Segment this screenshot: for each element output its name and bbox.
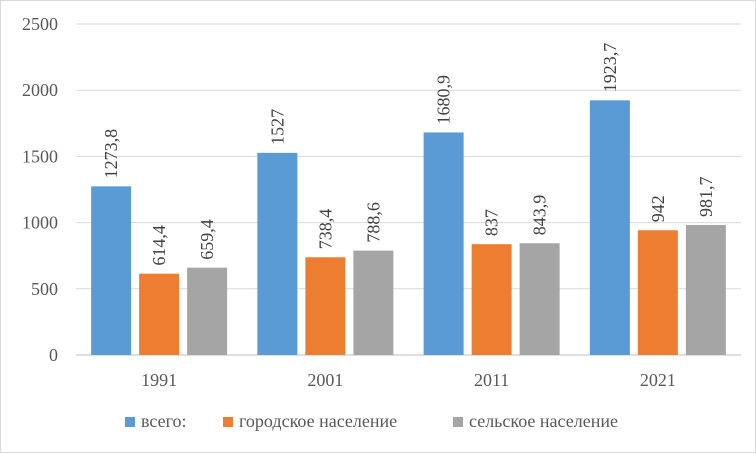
y-tick-label: 2000 bbox=[22, 80, 58, 100]
legend-swatch-1 bbox=[223, 417, 233, 427]
data-label: 738,4 bbox=[315, 209, 335, 250]
y-tick-label: 2500 bbox=[22, 14, 58, 34]
bar-2011-series-2 bbox=[519, 243, 560, 355]
data-label: 843,9 bbox=[530, 195, 550, 236]
data-label: 614,4 bbox=[149, 225, 169, 266]
bar-2001-series-1 bbox=[305, 257, 346, 355]
y-tick-label: 500 bbox=[31, 279, 58, 299]
bar-2001-series-2 bbox=[353, 250, 394, 355]
legend: всего: городское население сельское населе… bbox=[125, 411, 618, 431]
data-label: 788,6 bbox=[363, 202, 383, 243]
data-label: 1923,7 bbox=[600, 43, 620, 93]
legend-swatch-2 bbox=[453, 417, 463, 427]
bar-1991-series-2 bbox=[187, 267, 228, 355]
gridlines bbox=[76, 23, 741, 356]
legend-label: городское население bbox=[239, 411, 397, 431]
data-label: 1527 bbox=[267, 109, 287, 145]
y-axis-ticks: 0 500 1000 1500 2000 2500 bbox=[22, 14, 58, 365]
data-labels: 1273,8 614,4 659,4 1527 738,4 788,6 1680,9 837 8… bbox=[101, 43, 716, 266]
x-tick-label: 1991 bbox=[141, 370, 177, 390]
bar-2021-series-2 bbox=[685, 225, 726, 355]
bars bbox=[91, 100, 726, 355]
data-label: 1680,9 bbox=[434, 75, 454, 125]
bar-2011-series-1 bbox=[471, 244, 512, 355]
bar-2011-series-0 bbox=[423, 132, 464, 355]
bar-2021-series-0 bbox=[589, 100, 630, 355]
data-label: 942 bbox=[648, 195, 668, 222]
legend-swatch-0 bbox=[125, 417, 135, 427]
x-tick-label: 2021 bbox=[640, 370, 676, 390]
y-tick-label: 1500 bbox=[22, 146, 58, 166]
bar-1991-series-0 bbox=[91, 186, 132, 355]
legend-label: всего: bbox=[141, 411, 187, 431]
bar-1991-series-1 bbox=[139, 273, 180, 355]
x-tick-label: 2011 bbox=[474, 370, 509, 390]
legend-label: сельское население bbox=[469, 411, 618, 431]
y-tick-label: 0 bbox=[49, 345, 58, 365]
y-tick-label: 1000 bbox=[22, 213, 58, 233]
data-label: 981,7 bbox=[696, 177, 716, 218]
bar-2001-series-0 bbox=[257, 152, 298, 355]
bar-2021-series-1 bbox=[637, 230, 678, 355]
data-label: 837 bbox=[482, 209, 502, 236]
data-label: 1273,8 bbox=[101, 129, 121, 179]
x-axis-ticks: 1991 2001 2011 2021 bbox=[141, 370, 676, 390]
x-tick-label: 2001 bbox=[307, 370, 343, 390]
data-label: 659,4 bbox=[197, 219, 217, 260]
